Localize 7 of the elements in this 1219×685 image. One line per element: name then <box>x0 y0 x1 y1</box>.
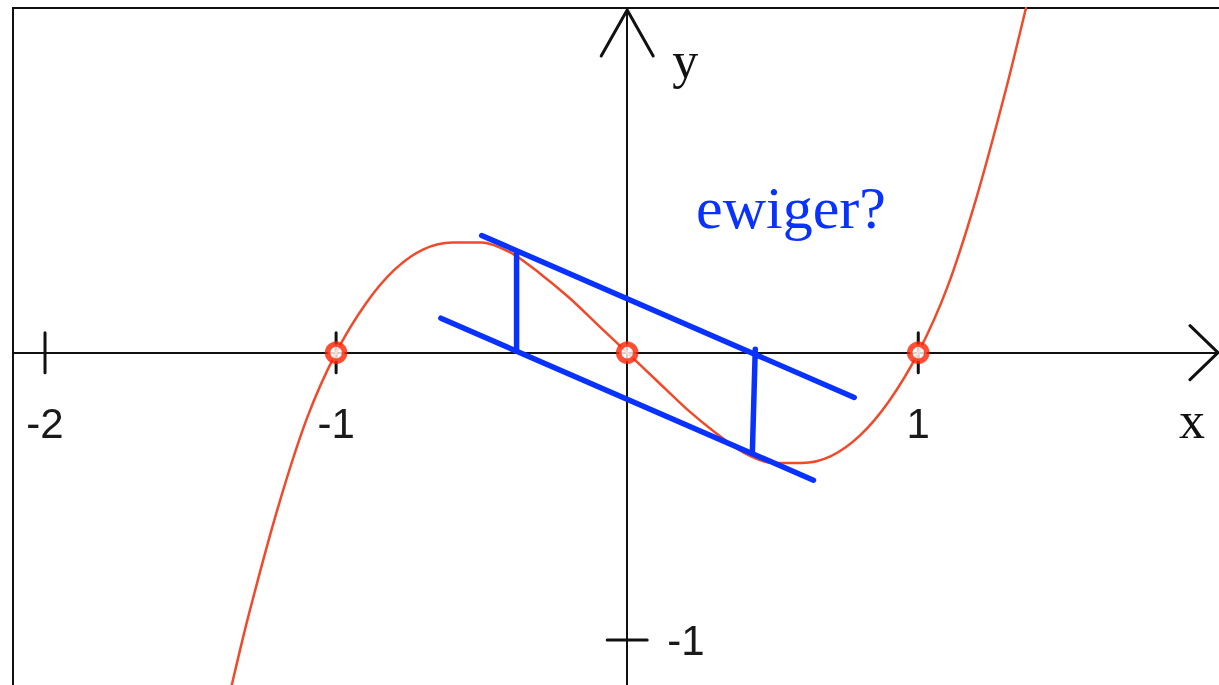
x-axis-title: x <box>1179 392 1205 450</box>
x-tick-label: 1 <box>906 400 930 448</box>
y-axis-title: y <box>672 31 699 89</box>
x-tick-label: -1 <box>317 400 355 448</box>
annotation: ewiger? <box>696 175 886 241</box>
x-tick-label: -2 <box>26 400 64 448</box>
annotation: -1 <box>667 616 705 664</box>
